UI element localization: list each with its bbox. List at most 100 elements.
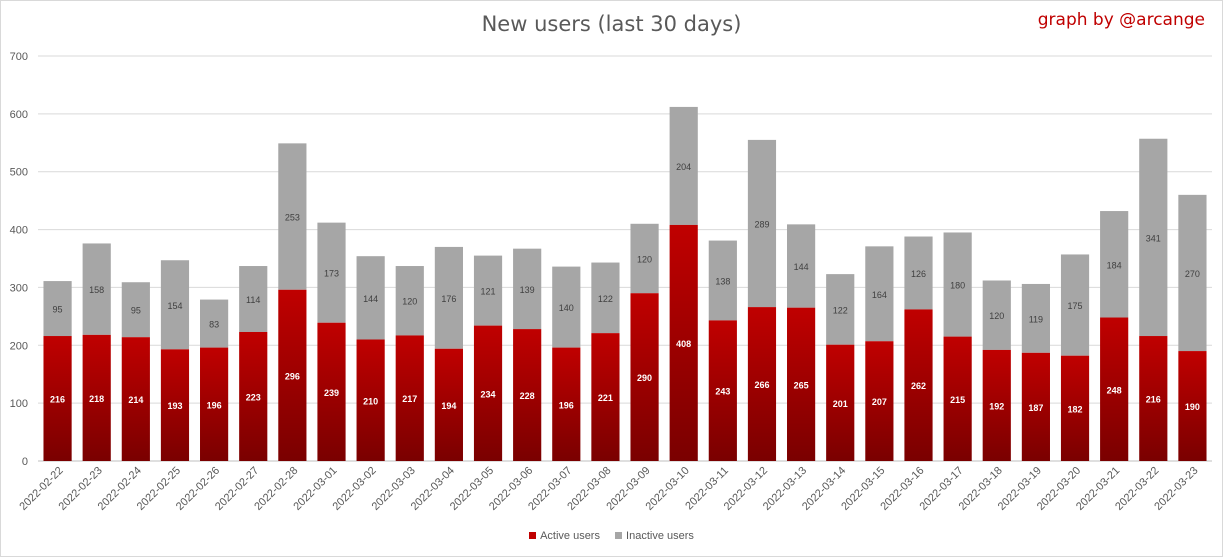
data-label-active: 193 bbox=[167, 401, 182, 411]
bar-inactive-2022-03-11 bbox=[708, 240, 737, 321]
bar-inactive-2022-03-20 bbox=[1060, 254, 1090, 356]
bar-active-2022-03-18 bbox=[982, 349, 1011, 461]
bar-inactive-2022-03-10 bbox=[669, 106, 698, 225]
bar-inactive-2022-03-21 bbox=[1100, 211, 1129, 318]
data-label-inactive: 119 bbox=[1029, 314, 1043, 324]
data-label-inactive: 253 bbox=[285, 213, 300, 223]
data-label-active: 265 bbox=[794, 380, 809, 390]
data-label-active: 217 bbox=[402, 394, 417, 404]
bar-active-2022-03-21 bbox=[1100, 317, 1129, 461]
data-label-active: 216 bbox=[50, 395, 65, 405]
bar-active-2022-03-11 bbox=[708, 320, 737, 461]
bar-active-2022-03-02 bbox=[356, 339, 385, 461]
bar-inactive-2022-03-08 bbox=[591, 262, 620, 334]
bar-inactive-2022-03-02 bbox=[356, 256, 385, 340]
bar-active-2022-03-22 bbox=[1139, 336, 1168, 461]
bar-active-2022-03-06 bbox=[513, 329, 542, 461]
bar-active-2022-03-09 bbox=[630, 293, 659, 461]
data-label-inactive: 144 bbox=[363, 294, 378, 304]
bar-active-2022-02-25 bbox=[160, 349, 190, 461]
bar-inactive-2022-03-16 bbox=[904, 236, 933, 310]
data-label-active: 266 bbox=[754, 380, 769, 390]
bar-active-2022-02-23 bbox=[82, 334, 111, 461]
y-tick-label: 700 bbox=[10, 51, 28, 63]
bar-active-2022-03-19 bbox=[1021, 352, 1050, 461]
bar-inactive-2022-03-19 bbox=[1021, 283, 1050, 353]
legend-swatch-active bbox=[529, 531, 537, 539]
data-label-inactive: 140 bbox=[559, 303, 574, 313]
bar-inactive-2022-03-06 bbox=[513, 248, 542, 330]
bar-active-2022-03-05 bbox=[473, 325, 503, 461]
bar-inactive-2022-03-05 bbox=[473, 255, 503, 326]
bar-active-2022-03-08 bbox=[591, 333, 620, 461]
bar-active-2022-03-14 bbox=[826, 344, 855, 461]
bar-inactive-2022-02-27 bbox=[239, 266, 268, 332]
bar-active-2022-03-20 bbox=[1060, 355, 1090, 461]
data-label-active: 243 bbox=[715, 387, 730, 397]
data-label-active: 187 bbox=[1028, 403, 1043, 413]
bar-active-2022-02-26 bbox=[200, 347, 229, 461]
bar-inactive-2022-03-01 bbox=[317, 222, 346, 323]
bar-inactive-2022-02-23 bbox=[82, 243, 111, 335]
data-label-inactive: 176 bbox=[441, 294, 456, 304]
bars-layer bbox=[43, 106, 1207, 461]
data-label-inactive: 270 bbox=[1185, 269, 1200, 279]
data-label-active: 207 bbox=[872, 397, 887, 407]
bar-inactive-2022-03-17 bbox=[943, 232, 972, 337]
data-label-inactive: 95 bbox=[131, 306, 141, 316]
data-label-inactive: 138 bbox=[715, 276, 730, 286]
data-label-inactive: 95 bbox=[53, 305, 63, 315]
data-label-inactive: 114 bbox=[246, 295, 260, 305]
data-label-inactive: 121 bbox=[481, 287, 496, 297]
legend-item-active: Active users bbox=[529, 530, 600, 542]
data-label-inactive: 173 bbox=[324, 269, 339, 279]
bar-active-2022-03-07 bbox=[552, 347, 581, 461]
bar-active-2022-03-23 bbox=[1178, 351, 1207, 461]
bar-active-2022-03-16 bbox=[904, 309, 933, 461]
data-label-active: 239 bbox=[324, 388, 339, 398]
bar-inactive-2022-02-25 bbox=[160, 260, 190, 350]
y-tick-label: 100 bbox=[10, 398, 28, 410]
bar-inactive-2022-03-07 bbox=[552, 266, 581, 348]
bar-active-2022-03-15 bbox=[865, 341, 894, 461]
data-label-active: 214 bbox=[128, 395, 143, 405]
bar-active-2022-03-04 bbox=[434, 348, 463, 461]
bar-inactive-2022-03-04 bbox=[434, 246, 463, 349]
y-tick-label: 600 bbox=[10, 109, 28, 121]
data-label-active: 296 bbox=[285, 371, 300, 381]
data-label-inactive: 204 bbox=[676, 162, 691, 172]
data-label-active: 182 bbox=[1068, 404, 1083, 414]
y-tick-label: 300 bbox=[10, 282, 28, 294]
bar-inactive-2022-03-18 bbox=[982, 280, 1011, 350]
legend-item-inactive: Inactive users bbox=[615, 530, 694, 542]
data-label-active: 221 bbox=[598, 393, 613, 403]
bar-inactive-2022-03-09 bbox=[630, 223, 659, 294]
data-label-inactive: 341 bbox=[1146, 233, 1161, 243]
y-tick-label: 200 bbox=[10, 340, 28, 352]
data-label-inactive: 120 bbox=[989, 311, 1004, 321]
bar-active-2022-02-28 bbox=[278, 289, 307, 461]
data-label-active: 216 bbox=[1146, 395, 1161, 405]
data-label-inactive: 184 bbox=[1107, 260, 1122, 270]
data-label-active: 201 bbox=[833, 399, 848, 409]
data-label-active: 218 bbox=[89, 394, 104, 404]
bar-active-2022-03-13 bbox=[787, 307, 816, 461]
data-label-inactive: 154 bbox=[167, 301, 182, 311]
data-label-inactive: 180 bbox=[950, 281, 965, 291]
data-label-active: 248 bbox=[1107, 385, 1122, 395]
data-label-active: 196 bbox=[207, 400, 222, 410]
data-label-active: 192 bbox=[989, 401, 1004, 411]
legend-label-active: Active users bbox=[540, 530, 600, 542]
y-tick-label: 500 bbox=[10, 167, 28, 179]
credit-label: graph by @arcange bbox=[1037, 10, 1205, 30]
data-label-active: 408 bbox=[676, 339, 691, 349]
y-tick-label: 400 bbox=[10, 225, 28, 237]
legend-label-inactive: Inactive users bbox=[626, 530, 694, 542]
data-label-inactive: 122 bbox=[598, 294, 613, 304]
bar-active-2022-03-12 bbox=[747, 307, 777, 461]
bar-inactive-2022-03-12 bbox=[747, 139, 777, 308]
data-label-active: 290 bbox=[637, 373, 652, 383]
data-label-active: 194 bbox=[441, 401, 456, 411]
bar-inactive-2022-02-22 bbox=[43, 281, 72, 337]
